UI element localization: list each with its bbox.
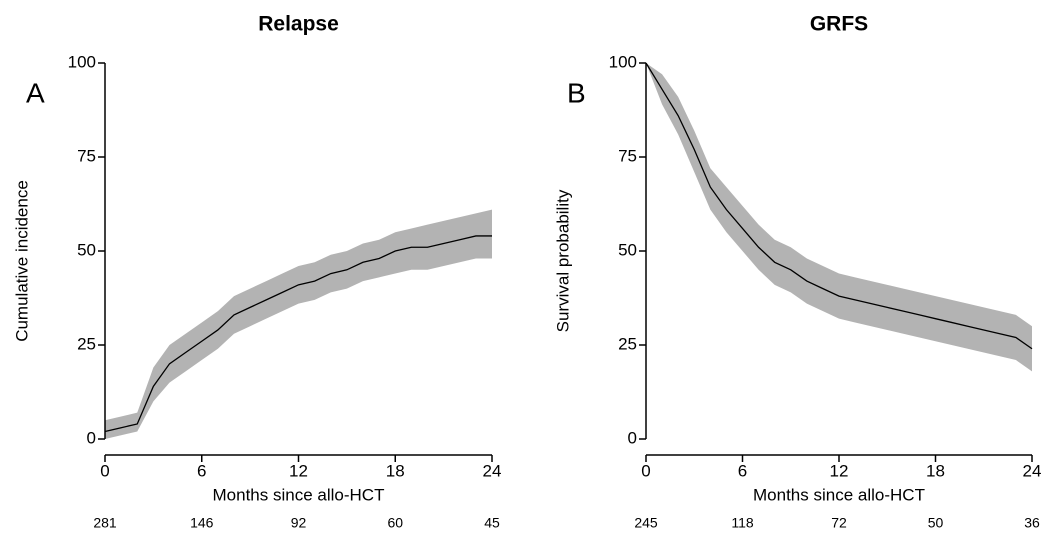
x-tick-label: 18 [926,461,945,480]
at-risk-number: 245 [634,515,658,531]
at-risk-number: 72 [831,515,847,531]
y-tick-label: 100 [609,52,637,71]
x-tick-label: 24 [1023,461,1042,480]
chart-title: GRFS [810,13,868,36]
survival-curve [104,235,492,433]
y-tick-label: 25 [618,334,637,353]
survival-curve [645,62,1033,350]
chart-title: Relapse [258,13,339,36]
y-tick-label: 75 [618,146,637,165]
confidence-band [646,63,1032,372]
at-risk-number: 281 [93,515,117,531]
at-risk-number: 118 [731,515,754,531]
y-tick-label: 50 [618,240,637,259]
x-tick-label: 24 [483,461,502,480]
confidence-band [105,209,492,439]
at-risk-number: 60 [387,515,403,531]
y-tick-label: 0 [628,428,637,447]
x-tick-label: 12 [830,461,849,480]
y-axis-label: Survival probability [553,189,572,332]
x-tick-label: 0 [100,461,109,480]
x-axis-label: Months since allo-HCT [213,485,385,504]
x-tick-label: 18 [386,461,405,480]
x-tick-label: 6 [738,461,747,480]
y-tick-label: 25 [77,334,96,353]
panel-label: A [26,77,45,108]
at-risk-number: 92 [291,515,307,531]
y-tick-label: 50 [77,240,96,259]
at-risk-number: 50 [928,515,944,531]
y-tick-label: 100 [68,52,96,71]
y-axis-label: Cumulative incidence [12,180,31,342]
x-tick-label: 12 [289,461,308,480]
x-axis-label: Months since allo-HCT [753,485,925,504]
y-tick-label: 75 [77,146,96,165]
at-risk-number: 146 [190,515,214,531]
at-risk-number: 45 [484,515,500,531]
x-tick-label: 6 [197,461,206,480]
y-tick-label: 0 [87,428,96,447]
at-risk-number: 36 [1024,515,1040,531]
x-tick-label: 0 [641,461,650,480]
panel-label: B [567,77,586,108]
